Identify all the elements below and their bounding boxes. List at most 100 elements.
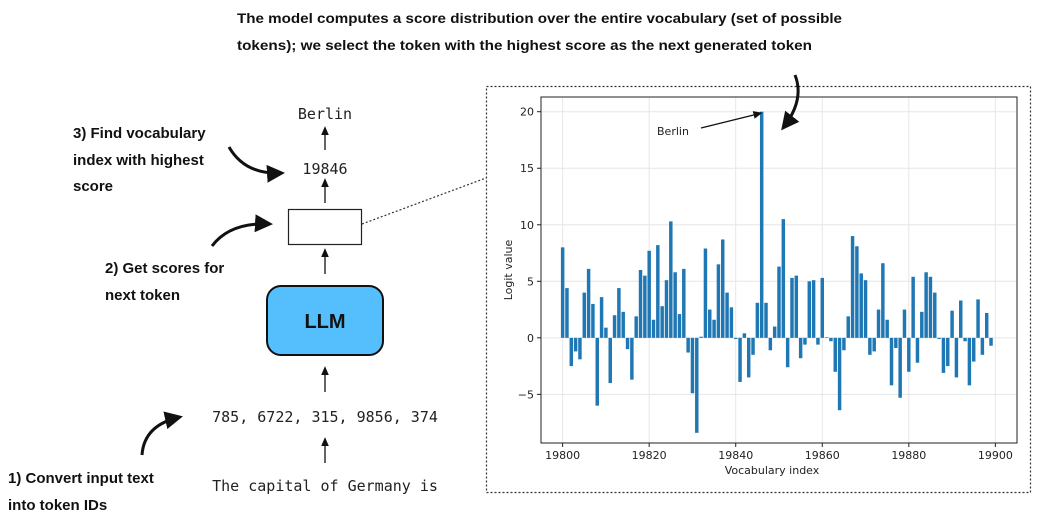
curved-arrow-icon bbox=[781, 74, 800, 131]
bar-19824 bbox=[664, 280, 669, 338]
llm-box bbox=[266, 285, 384, 356]
bar-19821 bbox=[651, 319, 656, 338]
bar-19873 bbox=[876, 309, 881, 338]
output-index: 19846 bbox=[302, 160, 347, 178]
bar-19882 bbox=[915, 337, 920, 363]
bar-19844 bbox=[751, 337, 755, 355]
bar-19883 bbox=[920, 311, 924, 338]
bar-19868 bbox=[855, 246, 859, 338]
x-tick-label: 19900 bbox=[978, 449, 1013, 462]
bar-19856 bbox=[803, 337, 807, 345]
step2-line-2: next token bbox=[105, 287, 180, 304]
bar-19881 bbox=[911, 276, 915, 338]
output-token: Berlin bbox=[298, 105, 352, 123]
bar-19894 bbox=[967, 337, 972, 386]
bar-19849 bbox=[772, 326, 777, 338]
bar-19889 bbox=[946, 337, 950, 367]
bar-19839 bbox=[729, 307, 734, 338]
bar-19803 bbox=[573, 337, 578, 352]
bar-19829 bbox=[686, 337, 690, 353]
bar-19885 bbox=[928, 276, 933, 338]
bar-19863 bbox=[833, 337, 837, 372]
bar-19896 bbox=[976, 299, 980, 338]
bar-19888 bbox=[941, 337, 946, 373]
bar-19884 bbox=[924, 272, 928, 338]
bar-19879 bbox=[902, 309, 907, 338]
bar-19816 bbox=[630, 337, 634, 380]
caption-line-1: The model computes a score distribution … bbox=[237, 10, 842, 26]
bar-19862 bbox=[829, 337, 833, 342]
berlin-annotation: Berlin bbox=[657, 125, 689, 138]
bar-19857 bbox=[807, 281, 812, 338]
bar-19834 bbox=[708, 309, 712, 338]
annotation-arrow-icon bbox=[700, 111, 763, 129]
curved-arrow-icon bbox=[210, 214, 273, 247]
bar-19811 bbox=[608, 337, 612, 384]
step3-line-1: 3) Find vocabulary bbox=[73, 125, 206, 142]
bar-19809 bbox=[599, 297, 604, 338]
bar-19801 bbox=[565, 288, 569, 338]
bar-19805 bbox=[582, 292, 587, 338]
bar-19827 bbox=[677, 314, 682, 338]
y-tick-label: 0 bbox=[527, 332, 534, 345]
y-axis-label: Logit value bbox=[502, 239, 515, 300]
bar-19874 bbox=[881, 263, 885, 338]
bar-19815 bbox=[625, 337, 630, 350]
x-tick-label: 19860 bbox=[805, 449, 840, 462]
scores-box bbox=[287, 208, 363, 246]
bar-19806 bbox=[586, 268, 591, 338]
bar-19866 bbox=[846, 316, 850, 338]
curved-arrow-icon bbox=[227, 146, 285, 183]
bar-19870 bbox=[863, 280, 868, 338]
bar-19865 bbox=[842, 337, 846, 351]
bar-19837 bbox=[721, 239, 725, 338]
step1-line-1: 1) Convert input text bbox=[8, 470, 154, 487]
bar-19880 bbox=[907, 337, 911, 372]
bar-19895 bbox=[971, 337, 976, 362]
bar-19877 bbox=[894, 337, 898, 349]
bar-19813 bbox=[617, 288, 621, 338]
y-tick-label: 10 bbox=[520, 219, 534, 232]
bar-19867 bbox=[850, 236, 855, 338]
bar-19832 bbox=[699, 336, 703, 338]
step2-line-1: 2) Get scores for bbox=[105, 260, 224, 277]
bar-19898 bbox=[984, 312, 989, 338]
bar-19807 bbox=[591, 303, 595, 338]
bar-19810 bbox=[604, 327, 608, 338]
bar-19872 bbox=[872, 337, 876, 352]
bar-19848 bbox=[768, 337, 773, 351]
step3-line-3: score bbox=[73, 178, 113, 195]
bar-19822 bbox=[656, 245, 660, 338]
bar-19833 bbox=[703, 248, 708, 338]
bar-19845 bbox=[755, 302, 760, 338]
bar-19818 bbox=[638, 270, 643, 338]
bar-19804 bbox=[578, 337, 582, 360]
bar-19802 bbox=[569, 337, 574, 367]
bar-19851 bbox=[781, 219, 786, 338]
bar-19860 bbox=[820, 277, 825, 338]
bar-19831 bbox=[695, 337, 699, 433]
bar-19840 bbox=[733, 337, 738, 339]
bar-19886 bbox=[933, 292, 937, 338]
bar-19852 bbox=[785, 337, 790, 368]
y-tick-label: 15 bbox=[520, 162, 534, 175]
bar-19814 bbox=[621, 311, 625, 338]
bar-19850 bbox=[777, 266, 781, 338]
bar-19841 bbox=[738, 337, 742, 382]
step3-line-2: index with highest bbox=[73, 152, 204, 169]
x-tick-label: 19820 bbox=[632, 449, 667, 462]
bar-19869 bbox=[859, 273, 863, 338]
plot-border bbox=[540, 96, 1018, 444]
bar-19847 bbox=[764, 302, 768, 338]
bar-19890 bbox=[950, 310, 954, 338]
bar-19897 bbox=[980, 337, 985, 355]
bar-19858 bbox=[811, 280, 816, 338]
bar-19842 bbox=[742, 333, 747, 338]
bar-19899 bbox=[989, 337, 993, 346]
caption-line-2: tokens); we select the token with the hi… bbox=[237, 37, 812, 53]
bar-19892 bbox=[959, 300, 963, 338]
bar-19817 bbox=[634, 316, 638, 338]
bar-19820 bbox=[647, 250, 651, 338]
bar-19819 bbox=[643, 275, 647, 338]
